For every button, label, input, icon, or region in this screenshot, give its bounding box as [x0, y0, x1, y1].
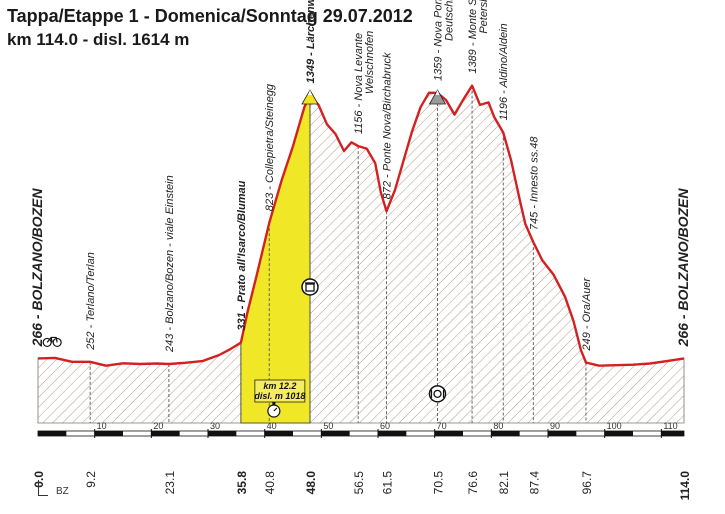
- axis-tick-label: 30: [210, 421, 220, 431]
- axis-bar-segment: [378, 431, 407, 436]
- km-label: 0.0: [32, 471, 46, 488]
- km-label: 48.0: [304, 471, 318, 495]
- km-label: 82.1: [497, 471, 511, 495]
- km-label: 114.0: [678, 471, 692, 501]
- refreshment-icon: [301, 278, 319, 296]
- bz-label: BZ: [56, 486, 69, 497]
- axis-bar-frame: [37, 430, 685, 437]
- place-label: 1359 - Nova Ponente: [433, 0, 445, 81]
- axis-bar-segment: [321, 431, 350, 436]
- km-label: 56.5: [352, 471, 366, 495]
- km-label: 61.5: [381, 471, 395, 495]
- place-label: 243 - Bolzano/Bozen - viale Einstein: [164, 175, 176, 353]
- stopwatch-crown: [272, 402, 276, 405]
- axis-bar-segment: [38, 431, 67, 436]
- axis-tick-label: 10: [97, 421, 107, 431]
- place-label: 266 - BOLZANO/BOZEN: [29, 188, 45, 348]
- place-label: 266 - BOLZANO/BOZEN: [675, 188, 691, 348]
- bicycle-wheel-icon: [52, 337, 62, 348]
- climb-elevation-label: disl. m 1018: [254, 391, 305, 401]
- place-label: 1389 - Monte San Pietro: [467, 0, 479, 74]
- bicycle-icon: [46, 336, 58, 343]
- place-label: 1196 - Aldino/Aldein: [498, 23, 510, 120]
- axis-tick-label: 110: [663, 421, 677, 431]
- place-label: 745 - Innesto ss.48: [528, 136, 540, 230]
- km-label: 35.8: [235, 471, 249, 495]
- mountain-marker-icon: [428, 89, 447, 105]
- page-title: Tappa/Etappe 1 - Domenica/Sonntag 29.07.…: [7, 6, 413, 26]
- place-label: 1156 - Nova Levante: [353, 33, 365, 134]
- place-label-line2: Petersberg: [478, 0, 490, 34]
- place-label-line2: Welschnofen: [364, 31, 376, 94]
- mountain-marker-snowcap: [435, 90, 440, 95]
- feed-zone-plate-icon: [433, 389, 442, 399]
- stopwatch-hand: [273, 407, 278, 412]
- km-label: 76.6: [466, 471, 480, 495]
- axis-tick-label: 80: [493, 421, 503, 431]
- km-label: 23.1: [163, 471, 177, 495]
- page-subtitle: km 114.0 - disl. 1614 m: [7, 30, 190, 49]
- mountain-marker-icon: [301, 89, 319, 105]
- profile-base-strip: [38, 423, 684, 431]
- axis-bar-segment: [661, 431, 684, 436]
- axis-bar-segment: [208, 431, 237, 436]
- climb-distance-label: km 12.2: [263, 381, 296, 391]
- place-label: 331 - Prato all'Isarco/Blumau: [236, 180, 248, 330]
- axis-bar-segment: [604, 431, 633, 436]
- axis-tick-label: 60: [380, 421, 390, 431]
- axis-tick-label: 90: [550, 421, 560, 431]
- place-label: 872 - Ponte Nova/Birchabruck: [382, 52, 394, 199]
- refreshment-cup-icon: [305, 283, 315, 292]
- km-label: 40.8: [263, 471, 277, 495]
- axis-tick-label: 100: [607, 421, 622, 431]
- km-label: 96.7: [580, 471, 594, 495]
- bz-corner-mark: [38, 480, 48, 496]
- km-label: 9.2: [84, 471, 98, 488]
- place-label-line2: Deutschnofen: [444, 0, 456, 41]
- km-label: 87.4: [527, 471, 541, 495]
- km-label: 70.5: [432, 471, 446, 495]
- mountain-marker-snowcap: [308, 90, 312, 95]
- axis-tick-label: 70: [437, 421, 447, 431]
- place-label: 823 - Collepietra/Steinegg: [264, 83, 276, 211]
- place-label: 249 - Ora/Auer: [581, 276, 593, 351]
- axis-tick-label: 20: [153, 421, 163, 431]
- profile-line: [37, 84, 685, 367]
- axis-bar-segment: [548, 431, 577, 436]
- profile-area: [37, 84, 685, 424]
- axis-bar-segment: [434, 431, 463, 436]
- axis-tick-label: 40: [267, 421, 277, 431]
- place-label: 1349 - Lärchenwald: [305, 0, 317, 83]
- axis-bar-segment: [491, 431, 520, 436]
- axis-bar-segment: [264, 431, 293, 436]
- bicycle-wheel-icon: [42, 337, 52, 348]
- place-label: 252 - Terlano/Terlan: [85, 252, 97, 351]
- axis-tick-label: 50: [323, 421, 333, 431]
- feed-zone-icon: [428, 385, 447, 403]
- axis-bar-segment: [94, 431, 123, 436]
- axis-bar-segment: [151, 431, 180, 436]
- climb-info-box: [254, 379, 306, 403]
